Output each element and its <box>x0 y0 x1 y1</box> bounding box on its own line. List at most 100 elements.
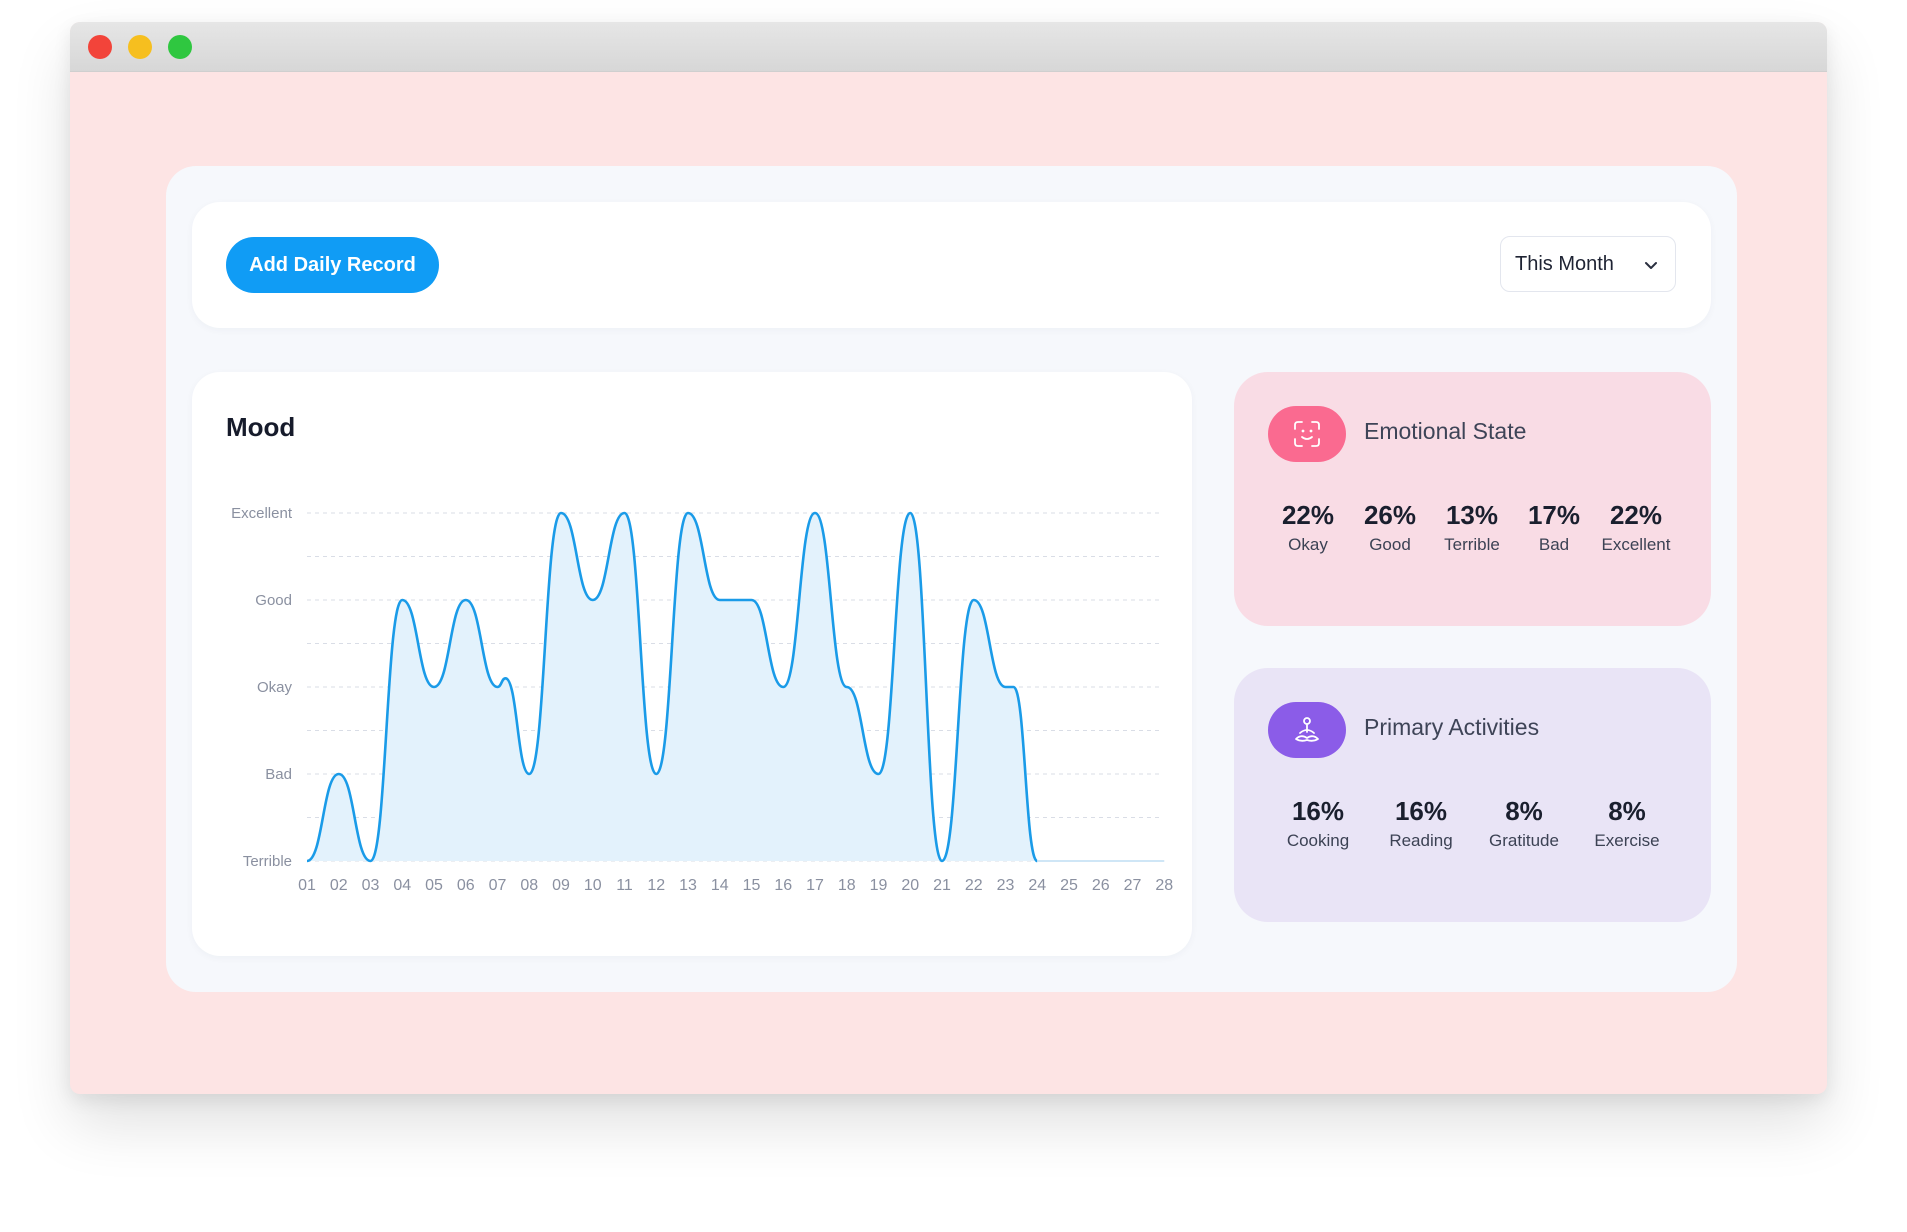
stat-okay: 22% Okay <box>1258 500 1358 558</box>
x-tick-label: 14 <box>711 877 729 894</box>
x-tick-label: 10 <box>584 877 602 894</box>
x-tick-label: 11 <box>616 877 633 894</box>
mood-point <box>750 598 754 602</box>
stat-percent: 16% <box>1394 796 1448 826</box>
x-tick-label: 02 <box>330 877 348 894</box>
add-daily-record-button[interactable]: Add Daily Record <box>226 237 439 293</box>
stat-percent: 17% <box>1527 500 1581 530</box>
dashboard: Add Daily Record This Month Mood Terribl… <box>166 166 1737 992</box>
stat-exercise: 8% Exercise <box>1577 796 1677 854</box>
activities-stats: 16% Cooking 16% Reading 8% Gratitude 8% … <box>1234 796 1711 876</box>
mood-point <box>623 511 627 515</box>
emotional-state-card: Emotional State 22% Okay 26% Good 13% Te… <box>1234 372 1711 626</box>
close-window-button[interactable] <box>88 35 112 59</box>
window-titlebar <box>70 22 1827 72</box>
meditation-icon <box>1268 702 1346 758</box>
period-select[interactable]: This Month <box>1500 236 1676 292</box>
stat-percent: 8% <box>1505 796 1543 826</box>
app-window: Add Daily Record This Month Mood Terribl… <box>70 22 1827 1094</box>
y-tick-label: Bad <box>265 766 292 783</box>
stat-label: Gratitude <box>1489 831 1559 850</box>
x-tick-label: 27 <box>1124 877 1142 894</box>
mood-point <box>305 859 309 863</box>
mood-point <box>877 772 881 776</box>
x-tick-label: 15 <box>743 877 761 894</box>
stat-label: Okay <box>1288 535 1328 554</box>
x-tick-label: 13 <box>679 877 697 894</box>
mood-point <box>559 511 563 515</box>
x-tick-label: 09 <box>552 877 570 894</box>
mood-point <box>940 859 944 863</box>
x-tick-label: 06 <box>457 877 475 894</box>
x-tick-label: 23 <box>997 877 1015 894</box>
emotional-state-title: Emotional State <box>1364 418 1527 444</box>
mood-point <box>686 511 690 515</box>
face-icon <box>1268 406 1346 462</box>
mood-point <box>369 859 373 863</box>
x-tick-label: 18 <box>838 877 856 894</box>
stat-percent: 22% <box>1281 500 1335 530</box>
mood-point <box>527 772 531 776</box>
y-tick-label: Good <box>255 592 292 609</box>
mood-point <box>464 598 468 602</box>
mood-point <box>432 685 436 689</box>
mood-area <box>307 513 1038 861</box>
x-tick-label: 21 <box>933 877 951 894</box>
mood-point <box>1035 859 1039 863</box>
stat-terrible: 13% Terrible <box>1422 500 1522 558</box>
mood-point <box>718 598 722 602</box>
y-tick-label: Excellent <box>231 505 293 522</box>
mood-point <box>496 685 500 689</box>
mood-point <box>781 685 785 689</box>
x-tick-label: 12 <box>647 877 665 894</box>
x-tick-label: 26 <box>1092 877 1110 894</box>
maximize-window-button[interactable] <box>168 35 192 59</box>
x-tick-label: 20 <box>901 877 919 894</box>
x-tick-label: 22 <box>965 877 983 894</box>
stat-label: Excellent <box>1601 535 1671 554</box>
mood-chart: Terrible Bad Okay Good Excellent 01 02 03 04 05 06… <box>231 505 1173 894</box>
stat-label: Exercise <box>1594 831 1660 850</box>
x-tick-label: 04 <box>393 877 411 894</box>
x-tick-label: 17 <box>806 877 824 894</box>
stat-label: Good <box>1369 535 1411 554</box>
stat-bad: 17% Bad <box>1504 500 1604 558</box>
mood-point <box>654 772 658 776</box>
stat-label: Terrible <box>1444 535 1500 554</box>
stat-label: Reading <box>1389 831 1453 850</box>
toolbar: Add Daily Record This Month <box>192 202 1711 328</box>
x-tick-label: 25 <box>1060 877 1078 894</box>
stat-gratitude: 8% Gratitude <box>1474 796 1574 854</box>
mood-point <box>591 598 595 602</box>
mood-card: Mood Terrible Bad Okay Good Excellent 01 02 03 0… <box>192 372 1192 956</box>
period-select-value: This Month <box>1515 252 1614 275</box>
x-tick-label: 28 <box>1155 877 1173 894</box>
stat-reading: 16% Reading <box>1371 796 1471 854</box>
mood-point <box>908 511 912 515</box>
stat-cooking: 16% Cooking <box>1268 796 1368 854</box>
x-tick-label: 01 <box>298 877 316 894</box>
primary-activities-title: Primary Activities <box>1364 714 1540 740</box>
stat-label: Cooking <box>1286 831 1350 850</box>
x-tick-label: 24 <box>1028 877 1046 894</box>
x-tick-label: 16 <box>774 877 792 894</box>
stat-good: 26% Good <box>1340 500 1440 558</box>
mood-title: Mood <box>226 412 296 442</box>
x-tick-label: 08 <box>520 877 538 894</box>
mood-point <box>813 511 817 515</box>
y-tick-label: Terrible <box>243 853 292 870</box>
x-tick-label: 19 <box>870 877 888 894</box>
stat-percent: 13% <box>1445 500 1499 530</box>
stat-percent: 8% <box>1608 796 1646 826</box>
minimize-window-button[interactable] <box>128 35 152 59</box>
mood-point <box>400 598 404 602</box>
stat-percent: 22% <box>1609 500 1663 530</box>
x-tick-label: 07 <box>489 877 507 894</box>
stat-excellent: 22% Excellent <box>1586 500 1686 558</box>
mood-point <box>337 772 341 776</box>
y-tick-label: Okay <box>257 679 293 696</box>
emotional-stats: 22% Okay 26% Good 13% Terrible 17% Bad 2… <box>1234 500 1711 580</box>
mood-point <box>1004 685 1008 689</box>
x-tick-label: 03 <box>362 877 380 894</box>
x-tick-label: 05 <box>425 877 443 894</box>
